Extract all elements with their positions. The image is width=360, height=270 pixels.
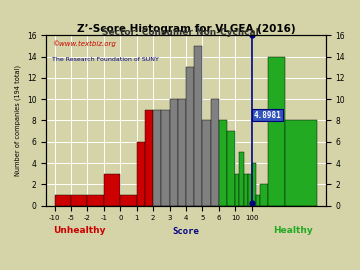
Bar (178, 99, 186, 206)
Text: The Research Foundation of SUNY: The Research Foundation of SUNY (52, 58, 159, 62)
Bar (137, 142, 145, 206)
Bar (211, 99, 219, 206)
Bar (256, 195, 260, 206)
Bar (104, 174, 120, 206)
Text: Healthy: Healthy (273, 227, 313, 235)
Bar (145, 110, 153, 206)
Y-axis label: Number of companies (194 total): Number of companies (194 total) (15, 65, 22, 176)
Bar (252, 163, 256, 206)
Bar (235, 174, 239, 206)
Text: Sector: Consumer Non-Cyclical: Sector: Consumer Non-Cyclical (102, 28, 258, 37)
Bar (170, 99, 178, 206)
Bar (202, 120, 211, 206)
Bar (194, 46, 202, 206)
Bar (219, 120, 227, 206)
Bar (161, 110, 170, 206)
Bar (71, 195, 87, 206)
Title: Z’-Score Histogram for VLGEA (2016): Z’-Score Histogram for VLGEA (2016) (77, 25, 295, 35)
Bar (186, 67, 194, 206)
X-axis label: Score: Score (172, 227, 199, 236)
Bar (120, 195, 137, 206)
Bar (243, 174, 248, 206)
Bar (55, 195, 71, 206)
Bar (153, 110, 161, 206)
Bar (227, 131, 235, 206)
Bar (268, 56, 285, 206)
Bar (260, 184, 268, 206)
Text: 4.8981: 4.8981 (253, 111, 281, 120)
Bar (87, 195, 104, 206)
Bar (285, 120, 318, 206)
Text: ©www.textbiz.org: ©www.textbiz.org (52, 40, 116, 47)
Bar (239, 153, 243, 206)
Text: Unhealthy: Unhealthy (53, 227, 105, 235)
Bar (248, 174, 252, 206)
